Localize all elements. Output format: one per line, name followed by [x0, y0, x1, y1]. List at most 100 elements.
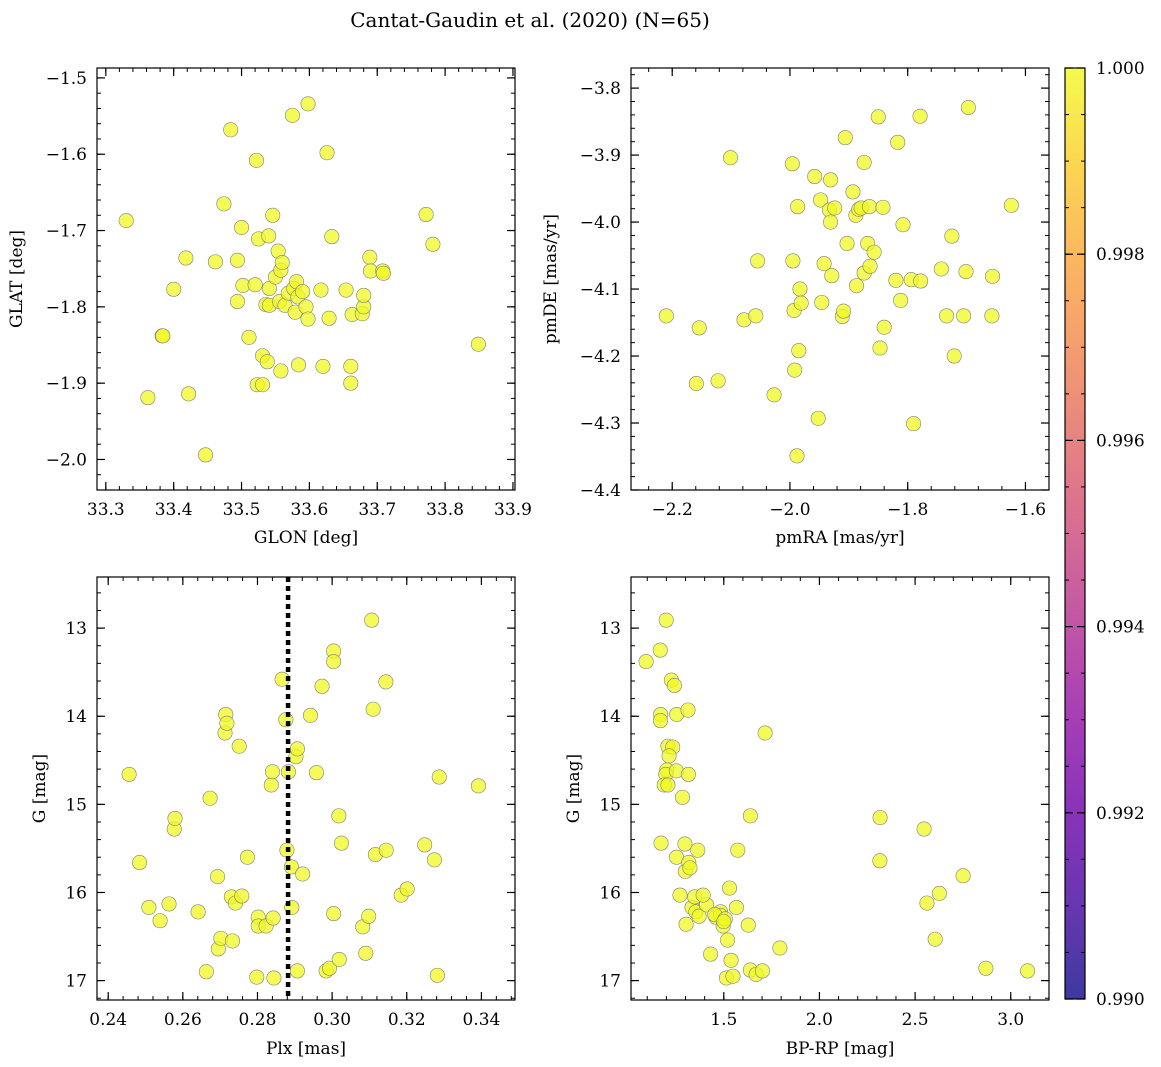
- scatter-point: [984, 268, 1000, 284]
- scatter-point: [931, 885, 947, 901]
- scatter-point: [224, 933, 240, 949]
- scatter-point: [754, 963, 770, 979]
- scatter-point: [823, 214, 839, 230]
- scatter-point: [890, 134, 906, 150]
- x-axis-label: pmRA [mas/yr]: [775, 528, 904, 548]
- scatter-point: [919, 895, 935, 911]
- scatter-point: [680, 766, 696, 782]
- scatter-point: [248, 152, 264, 168]
- scatter-point: [356, 287, 372, 303]
- y-tick-label: −3.8: [580, 79, 621, 99]
- x-tick-label: −1.6: [1005, 500, 1046, 520]
- x-tick-label: 33.5: [223, 500, 261, 520]
- scatter-point: [791, 343, 807, 359]
- x-axis-label: GLON [deg]: [254, 528, 358, 548]
- scatter-point: [946, 348, 962, 364]
- scatter-point: [660, 777, 676, 793]
- scatter-point: [893, 292, 909, 308]
- x-tick-label: 33.8: [426, 500, 464, 520]
- x-axis-label: Plx [mas]: [266, 1039, 346, 1059]
- x-axis-label: BP-RP [mag]: [786, 1039, 895, 1059]
- x-tick-label: 3.0: [997, 1010, 1024, 1030]
- y-tick-label: −4.4: [580, 481, 621, 501]
- scatter-point: [872, 810, 888, 826]
- colorbar-tick-label: 0.996: [1096, 431, 1145, 451]
- scatter-point: [810, 410, 826, 426]
- scatter-point: [682, 860, 698, 876]
- colorbar-tick-label: 1.000: [1096, 59, 1145, 79]
- scatter-point: [326, 906, 342, 922]
- scatter-point: [152, 913, 168, 929]
- scatter-point: [785, 253, 801, 269]
- scatter-point: [720, 932, 736, 948]
- scatter-point: [861, 199, 877, 215]
- scatter-point: [906, 416, 922, 432]
- scatter-point: [916, 821, 932, 837]
- scatter-point: [289, 741, 305, 757]
- scatter-point: [302, 707, 318, 723]
- scatter-point: [321, 310, 337, 326]
- scatter-point: [140, 390, 156, 406]
- scatter-point: [638, 654, 654, 670]
- y-axis-label: G [mag]: [30, 754, 50, 823]
- scatter-point: [219, 715, 235, 731]
- panel-glon-glat: 33.3 33.4 33.5 33.6 33.7 33.8 33.9 −2.0 −1.9 −1.8…: [7, 67, 532, 548]
- scatter-point: [658, 308, 674, 324]
- scatter-point: [666, 677, 682, 693]
- scatter-point: [688, 375, 704, 391]
- colorbar-tick-label: 0.990: [1096, 990, 1145, 1010]
- scatter-point: [178, 250, 194, 266]
- scatter-point: [229, 252, 245, 268]
- scatter-point: [291, 357, 307, 373]
- x-tick-label: 33.4: [155, 500, 193, 520]
- y-tick-label: −4.3: [580, 414, 621, 434]
- scatter-point: [216, 196, 232, 212]
- scatter-point: [198, 447, 214, 463]
- scatter-point: [740, 917, 756, 933]
- scatter-point: [661, 748, 677, 764]
- x-tick-label: 0.28: [239, 1010, 277, 1030]
- y-tick-label: 13: [599, 619, 621, 639]
- scatter-point: [827, 200, 843, 216]
- scatter-point: [202, 790, 218, 806]
- colorbar-tick-label: 0.998: [1096, 245, 1145, 265]
- y-tick-label: −1.6: [46, 145, 87, 165]
- scatter-point: [933, 261, 949, 277]
- scatter-point: [823, 172, 839, 188]
- axes-frame: [630, 67, 1050, 491]
- y-tick-label: 17: [65, 972, 87, 992]
- scatter-point: [255, 377, 271, 393]
- scatter-point: [263, 777, 279, 793]
- scatter-point: [155, 328, 171, 344]
- scatter-point: [872, 340, 888, 356]
- scatter-point: [813, 192, 829, 208]
- scatter-point: [229, 294, 245, 310]
- x-tick-label: 0.30: [313, 1010, 351, 1030]
- scatter-point: [259, 354, 275, 370]
- scatter-point: [295, 866, 311, 882]
- scatter-point: [674, 789, 690, 805]
- scatter-point: [792, 281, 808, 297]
- scatter-point: [690, 842, 706, 858]
- scatter-point: [207, 254, 223, 270]
- scatter-point: [425, 236, 441, 252]
- y-tick-label: −1.7: [46, 222, 87, 242]
- x-tick-label: 33.9: [494, 500, 532, 520]
- scatter-point: [265, 207, 281, 223]
- scatter-point: [210, 869, 226, 885]
- scatter-point: [703, 946, 719, 962]
- scatter-point: [678, 916, 694, 932]
- scatter-point: [856, 154, 872, 170]
- y-tick-label: −4.1: [580, 280, 621, 300]
- scatter-point: [716, 914, 732, 930]
- y-tick-label: −3.9: [580, 146, 621, 166]
- scatter-point: [326, 654, 342, 670]
- scatter-point: [364, 612, 380, 628]
- scatter-point: [691, 320, 707, 336]
- scatter-point: [313, 282, 329, 298]
- scatter-point: [790, 199, 806, 215]
- scatter-point: [814, 294, 830, 310]
- x-tick-label: 2.0: [806, 1010, 833, 1030]
- scatter-point: [362, 249, 378, 265]
- scatter-point: [836, 303, 852, 319]
